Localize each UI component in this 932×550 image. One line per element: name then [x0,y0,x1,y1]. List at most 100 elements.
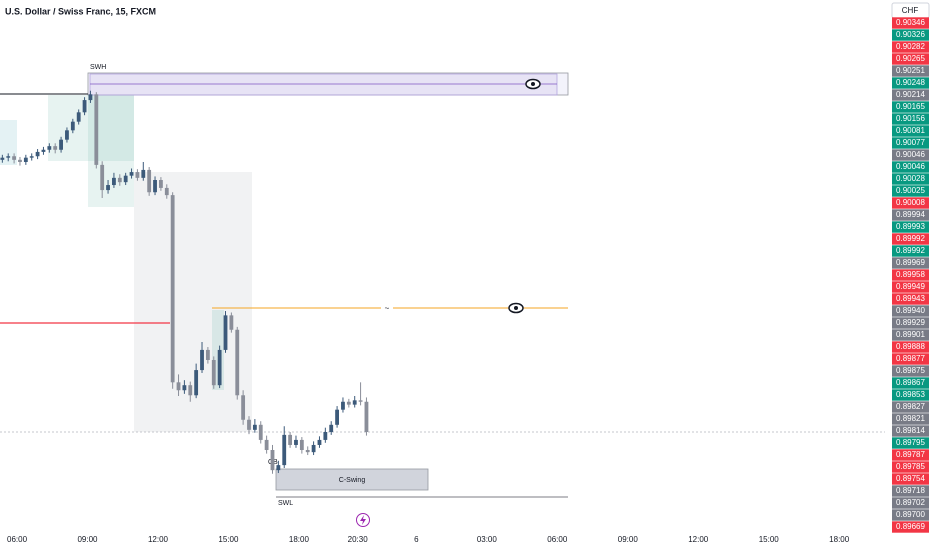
price-tag [892,377,929,389]
price-tag-label: 0.90046 [896,150,925,159]
candle-body [317,439,322,445]
candle-body [305,450,310,453]
price-tag-label: 0.89969 [896,258,925,267]
price-tag-label: 0.89994 [896,210,925,219]
candle-body [270,450,275,471]
price-tag-label: 0.90326 [896,30,925,39]
candle-body [176,382,181,391]
price-tag-label: 0.90346 [896,18,925,27]
price-tag-label: 0.89702 [896,498,925,507]
candle-body [229,315,234,330]
price-tag [892,29,929,41]
price-tag-label: 0.89814 [896,426,925,435]
candle-body [82,100,87,113]
price-tag [892,173,929,185]
candle-body [23,157,28,162]
price-tag [892,509,929,521]
candle-body [147,169,152,193]
candle-body [159,180,163,188]
candle-body [129,172,134,176]
eye-icon[interactable] [525,78,541,90]
swl-label: SWL [278,500,293,507]
x-tick-label: 12:00 [688,535,709,544]
price-tag [892,305,929,317]
price-tag [892,245,929,257]
candle-body [18,159,22,162]
candle-body [59,139,63,150]
price-tag [892,401,929,413]
price-tag [892,425,929,437]
candle-body [188,385,193,396]
price-tag [892,449,929,461]
price-tag [892,413,929,425]
price-tag [892,473,929,485]
x-tick-label: 6 [414,535,419,544]
price-tag [892,329,929,341]
price-tag [892,149,929,161]
candle-body [70,121,75,131]
price-tag [892,209,929,221]
candle-body [258,424,263,440]
candle-body [65,130,69,140]
price-tag [892,365,929,377]
candle-body [88,94,93,101]
price-tag [892,485,929,497]
price-tag-label: 0.90156 [896,114,925,123]
candle-body [6,156,11,158]
eye-icon[interactable] [508,302,524,314]
x-tick-label: 12:00 [148,535,169,544]
price-tag-label: 0.90046 [896,162,925,171]
candle-body [123,175,128,183]
x-tick-label: 15:00 [218,535,239,544]
price-tag-label: 0.90251 [896,66,925,75]
price-tag [892,317,929,329]
candle-body [252,424,257,430]
price-tag [892,437,929,449]
price-tag [892,113,929,125]
chart-title: U.S. Dollar / Swiss Franc, 15, FXCM [5,6,156,16]
candle-body [135,172,140,178]
price-tag-label: 0.89787 [896,450,925,459]
price-tag [892,269,929,281]
price-tag-label: 0.89993 [896,222,925,231]
price-tag [892,137,929,149]
candle-body [358,400,363,402]
price-tag-label: 0.89867 [896,378,925,387]
candle-body [335,409,339,425]
swh-inner [89,73,558,96]
price-tag-label: 0.89700 [896,510,925,519]
candle-body [29,156,34,158]
price-tag-label: 0.90265 [896,54,925,63]
candle-body [346,401,351,405]
candle-body [100,164,105,191]
price-tag [892,281,929,293]
price-tag [892,497,929,509]
candle-body [241,395,246,420]
event-icon[interactable] [356,513,370,527]
x-tick-label: 06:00 [7,535,28,544]
x-tick-label: 18:00 [289,535,310,544]
price-tag [892,17,929,29]
price-tag [892,41,929,53]
candle-body [294,439,298,445]
candle-body [76,112,81,122]
price-tag [892,293,929,305]
candle-body [94,94,99,165]
price-tag-label: 0.89785 [896,462,925,471]
price-tag-label: 0.89669 [896,522,925,531]
candle-body [223,315,228,350]
price-tag [892,353,929,365]
price-tag-label: 0.89992 [896,234,925,243]
price-tag-label: 0.89943 [896,294,925,303]
candle-body [352,400,357,405]
candle-body [141,169,146,178]
price-tag-label: 0.89795 [896,438,925,447]
candle-body [311,444,316,453]
x-tick-label: 09:00 [77,535,98,544]
price-tag-label: 0.89949 [896,282,925,291]
price-tag-label: 0.89888 [896,342,925,351]
price-tag [892,521,929,533]
zone [48,95,134,161]
x-tick-label: 18:00 [829,535,850,544]
price-tag [892,101,929,113]
